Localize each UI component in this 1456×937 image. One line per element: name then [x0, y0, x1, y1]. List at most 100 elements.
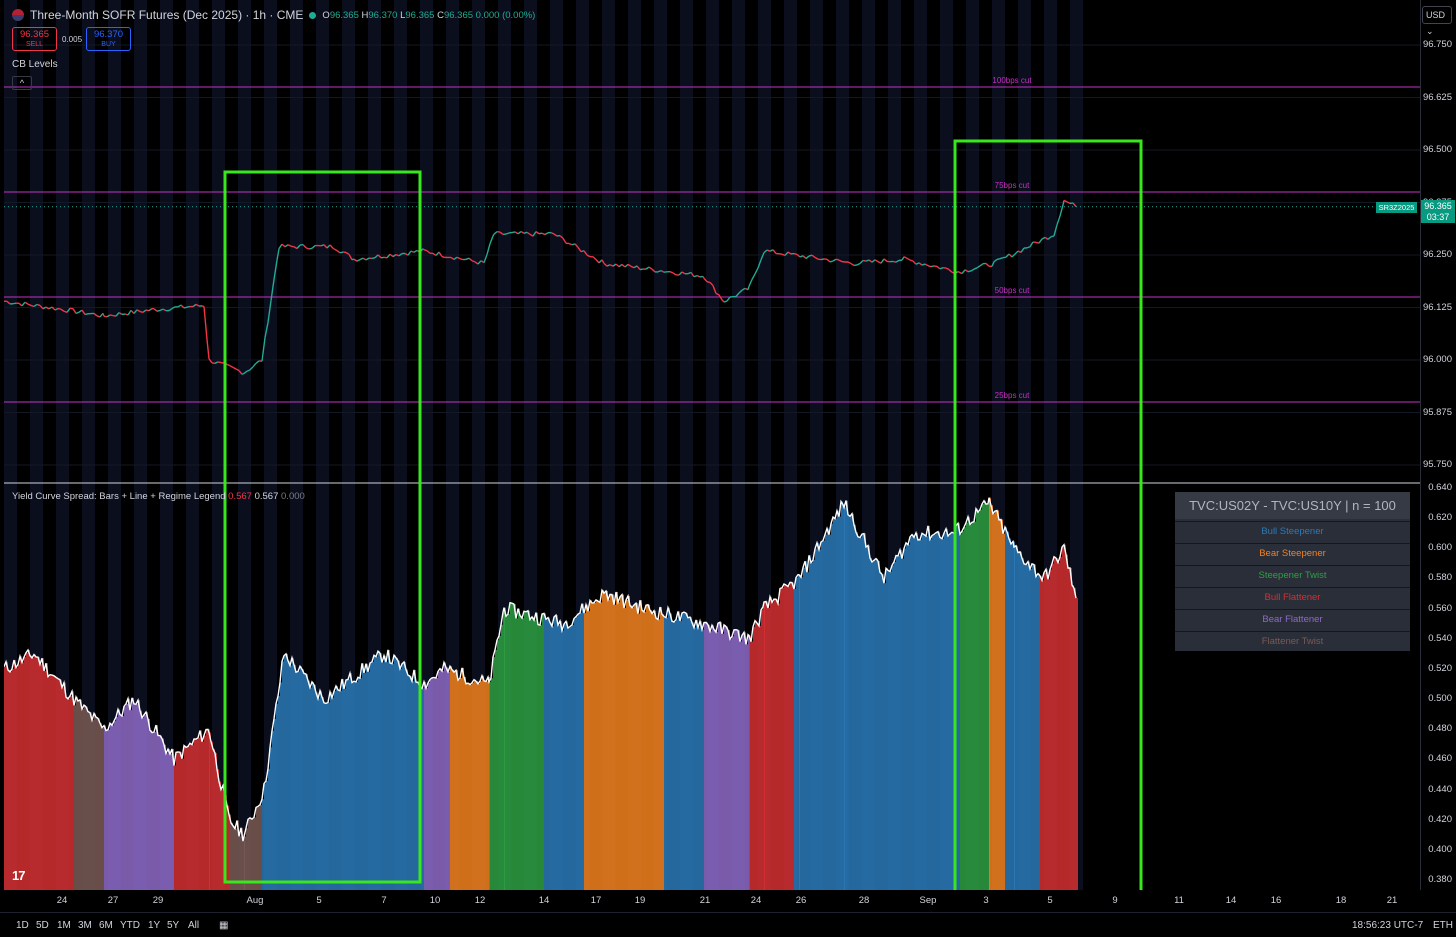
- legend-header: TVC:US02Y - TVC:US10Y | n = 100: [1175, 492, 1410, 519]
- spread-bar: [6, 661, 8, 890]
- spread-bar: [989, 497, 991, 890]
- spread-bar: [866, 546, 868, 890]
- price-candle: [601, 259, 605, 264]
- symbol-title[interactable]: Three-Month SOFR Futures (Dec 2025) · 1h…: [30, 8, 304, 22]
- price-candle: [255, 360, 260, 364]
- price-candle: [39, 304, 44, 310]
- range-button-3m[interactable]: 3M: [78, 920, 92, 931]
- time-axis-label: 12: [474, 895, 486, 906]
- price-candle: [75, 311, 80, 315]
- session-stripe: [212, 0, 225, 890]
- spread-bar: [1062, 547, 1064, 890]
- range-button-all[interactable]: All: [188, 920, 200, 931]
- spread-bar: [126, 703, 128, 890]
- price-candle: [281, 243, 286, 248]
- spread-bar: [1024, 563, 1026, 890]
- price-candle: [793, 252, 798, 256]
- range-button-1m[interactable]: 1M: [57, 920, 71, 931]
- price-candle: [392, 254, 397, 258]
- price-candle: [553, 233, 558, 237]
- spread-bar: [410, 676, 412, 890]
- spread-bar: [78, 701, 80, 890]
- spread-bar: [454, 672, 456, 890]
- price-candle: [57, 307, 62, 310]
- price-axis[interactable]: 96.75096.62596.50096.37596.25096.12596.0…: [1420, 0, 1456, 890]
- spread-line-path: [3, 497, 1077, 842]
- spread-bar: [508, 614, 510, 890]
- spread-bar: [1044, 572, 1046, 890]
- spread-bar: [396, 657, 398, 890]
- session-stripe: [134, 0, 147, 890]
- price-axis-label: 96.750: [1422, 39, 1452, 50]
- spread-bar: [829, 534, 831, 890]
- buy-button[interactable]: 96.370 BUY: [86, 27, 131, 51]
- time-axis-label: 5: [316, 895, 322, 906]
- chart-canvas[interactable]: 100bps cut 75bps cut 50bps cut 25bps cut: [3, 0, 1420, 928]
- ohlc-values: O96.365 H96.370 L96.365 C96.365 0.000 (0…: [322, 9, 536, 21]
- spread-bar: [574, 618, 576, 890]
- time-axis-label: 24: [750, 895, 762, 906]
- price-candle: [1005, 253, 1010, 258]
- price-candle: [880, 258, 885, 264]
- spread-bar: [231, 822, 233, 890]
- price-candle: [763, 249, 768, 254]
- spread-bar: [720, 622, 722, 890]
- session-stripe: [160, 0, 173, 890]
- currency-button[interactable]: USD ⌄: [1422, 6, 1452, 36]
- collapse-chevron-icon[interactable]: ^: [12, 76, 32, 90]
- spread-bar: [948, 535, 950, 890]
- indicator-title[interactable]: Yield Curve Spread: Bars + Line + Regime…: [12, 491, 305, 502]
- spread-bar: [90, 712, 92, 890]
- price-candle: [486, 243, 491, 255]
- spread-bar: [1074, 588, 1076, 890]
- sell-button[interactable]: 96.365 SELL: [12, 27, 57, 51]
- spread-bar: [708, 624, 710, 890]
- spread-bar: [386, 662, 388, 890]
- price-candle: [754, 267, 759, 275]
- spread-bar: [450, 666, 452, 890]
- price-candle: [760, 252, 765, 261]
- spread-bar: [188, 746, 190, 890]
- price-candle: [624, 263, 629, 268]
- price-candle: [930, 265, 935, 268]
- time-axis-label: 18: [1335, 895, 1347, 906]
- price-candle: [329, 244, 334, 249]
- session-toggle[interactable]: ETH: [1433, 920, 1453, 931]
- spread-bar: [1040, 575, 1042, 890]
- spread-bar: [540, 625, 542, 890]
- range-button-1y[interactable]: 1Y: [148, 920, 161, 931]
- symbol-header[interactable]: Three-Month SOFR Futures (Dec 2025) · 1h…: [12, 8, 535, 22]
- clock-readout[interactable]: 18:56:23 UTC-7: [1352, 920, 1424, 931]
- price-candle: [612, 263, 617, 267]
- cb-levels-indicator-label[interactable]: CB Levels: [12, 59, 58, 70]
- session-stripe: [420, 0, 433, 890]
- spread-bar: [710, 631, 712, 890]
- spread-bar: [211, 741, 213, 890]
- price-candle: [814, 256, 819, 260]
- price-candle: [1062, 200, 1065, 206]
- range-button-ytd[interactable]: YTD: [120, 920, 140, 931]
- price-candle: [991, 261, 995, 267]
- range-button-5y[interactable]: 5Y: [167, 920, 180, 931]
- range-button-5d[interactable]: 5D: [36, 920, 49, 931]
- time-axis[interactable]: 24 27 29 Aug 5 7 10 12 14 17 19 21 24 26 28 Sep 3 5 9 11 14 1…: [4, 890, 1420, 910]
- spread-bar: [772, 602, 774, 890]
- calendar-icon[interactable]: ▦: [219, 920, 229, 931]
- range-button-1d[interactable]: 1D: [16, 920, 29, 931]
- tradingview-logo[interactable]: 17: [12, 868, 26, 883]
- spread-bar: [642, 610, 644, 890]
- price-candle: [159, 308, 164, 312]
- legend-row: Bear Steepener: [1175, 543, 1410, 563]
- spread-bar: [252, 819, 254, 890]
- price-candle: [203, 306, 208, 340]
- spread-bar: [414, 669, 416, 890]
- spread-bar: [154, 732, 156, 890]
- spread-bar: [408, 675, 410, 890]
- range-button-6m[interactable]: 6M: [99, 920, 113, 931]
- spread-bar: [670, 613, 672, 890]
- spread-bar: [1042, 580, 1044, 890]
- spread-bar: [186, 747, 188, 890]
- spread-axis-label: 0.440: [1428, 783, 1452, 795]
- spread-bar: [354, 681, 356, 890]
- chart-area[interactable]: 100bps cut 75bps cut 50bps cut 25bps cut: [3, 0, 1420, 928]
